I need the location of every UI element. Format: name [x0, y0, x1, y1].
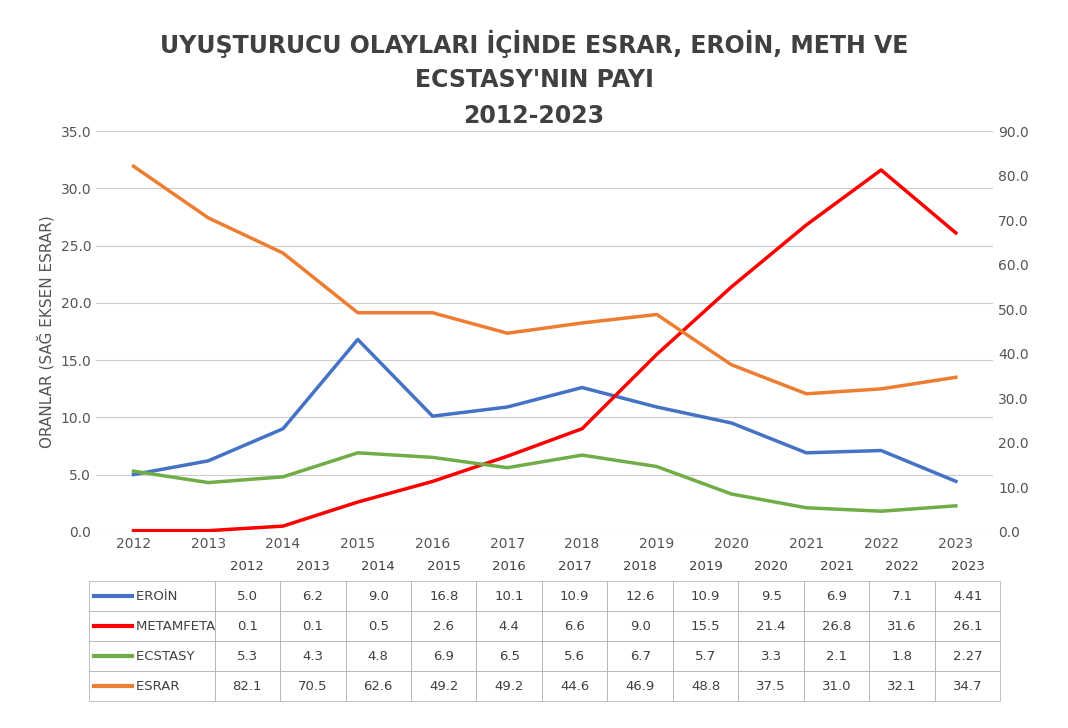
- Text: 2012-2023: 2012-2023: [464, 105, 604, 128]
- Text: UYUŞTURUCU OLAYLARI İÇİNDE ESRAR, EROİN, METH VE: UYUŞTURUCU OLAYLARI İÇİNDE ESRAR, EROİN,…: [160, 30, 908, 58]
- Y-axis label: ORANLAR (SAĞ EKSEN ESRAR): ORANLAR (SAĞ EKSEN ESRAR): [37, 215, 54, 448]
- Text: ECSTASY'NIN PAYI: ECSTASY'NIN PAYI: [414, 68, 654, 92]
